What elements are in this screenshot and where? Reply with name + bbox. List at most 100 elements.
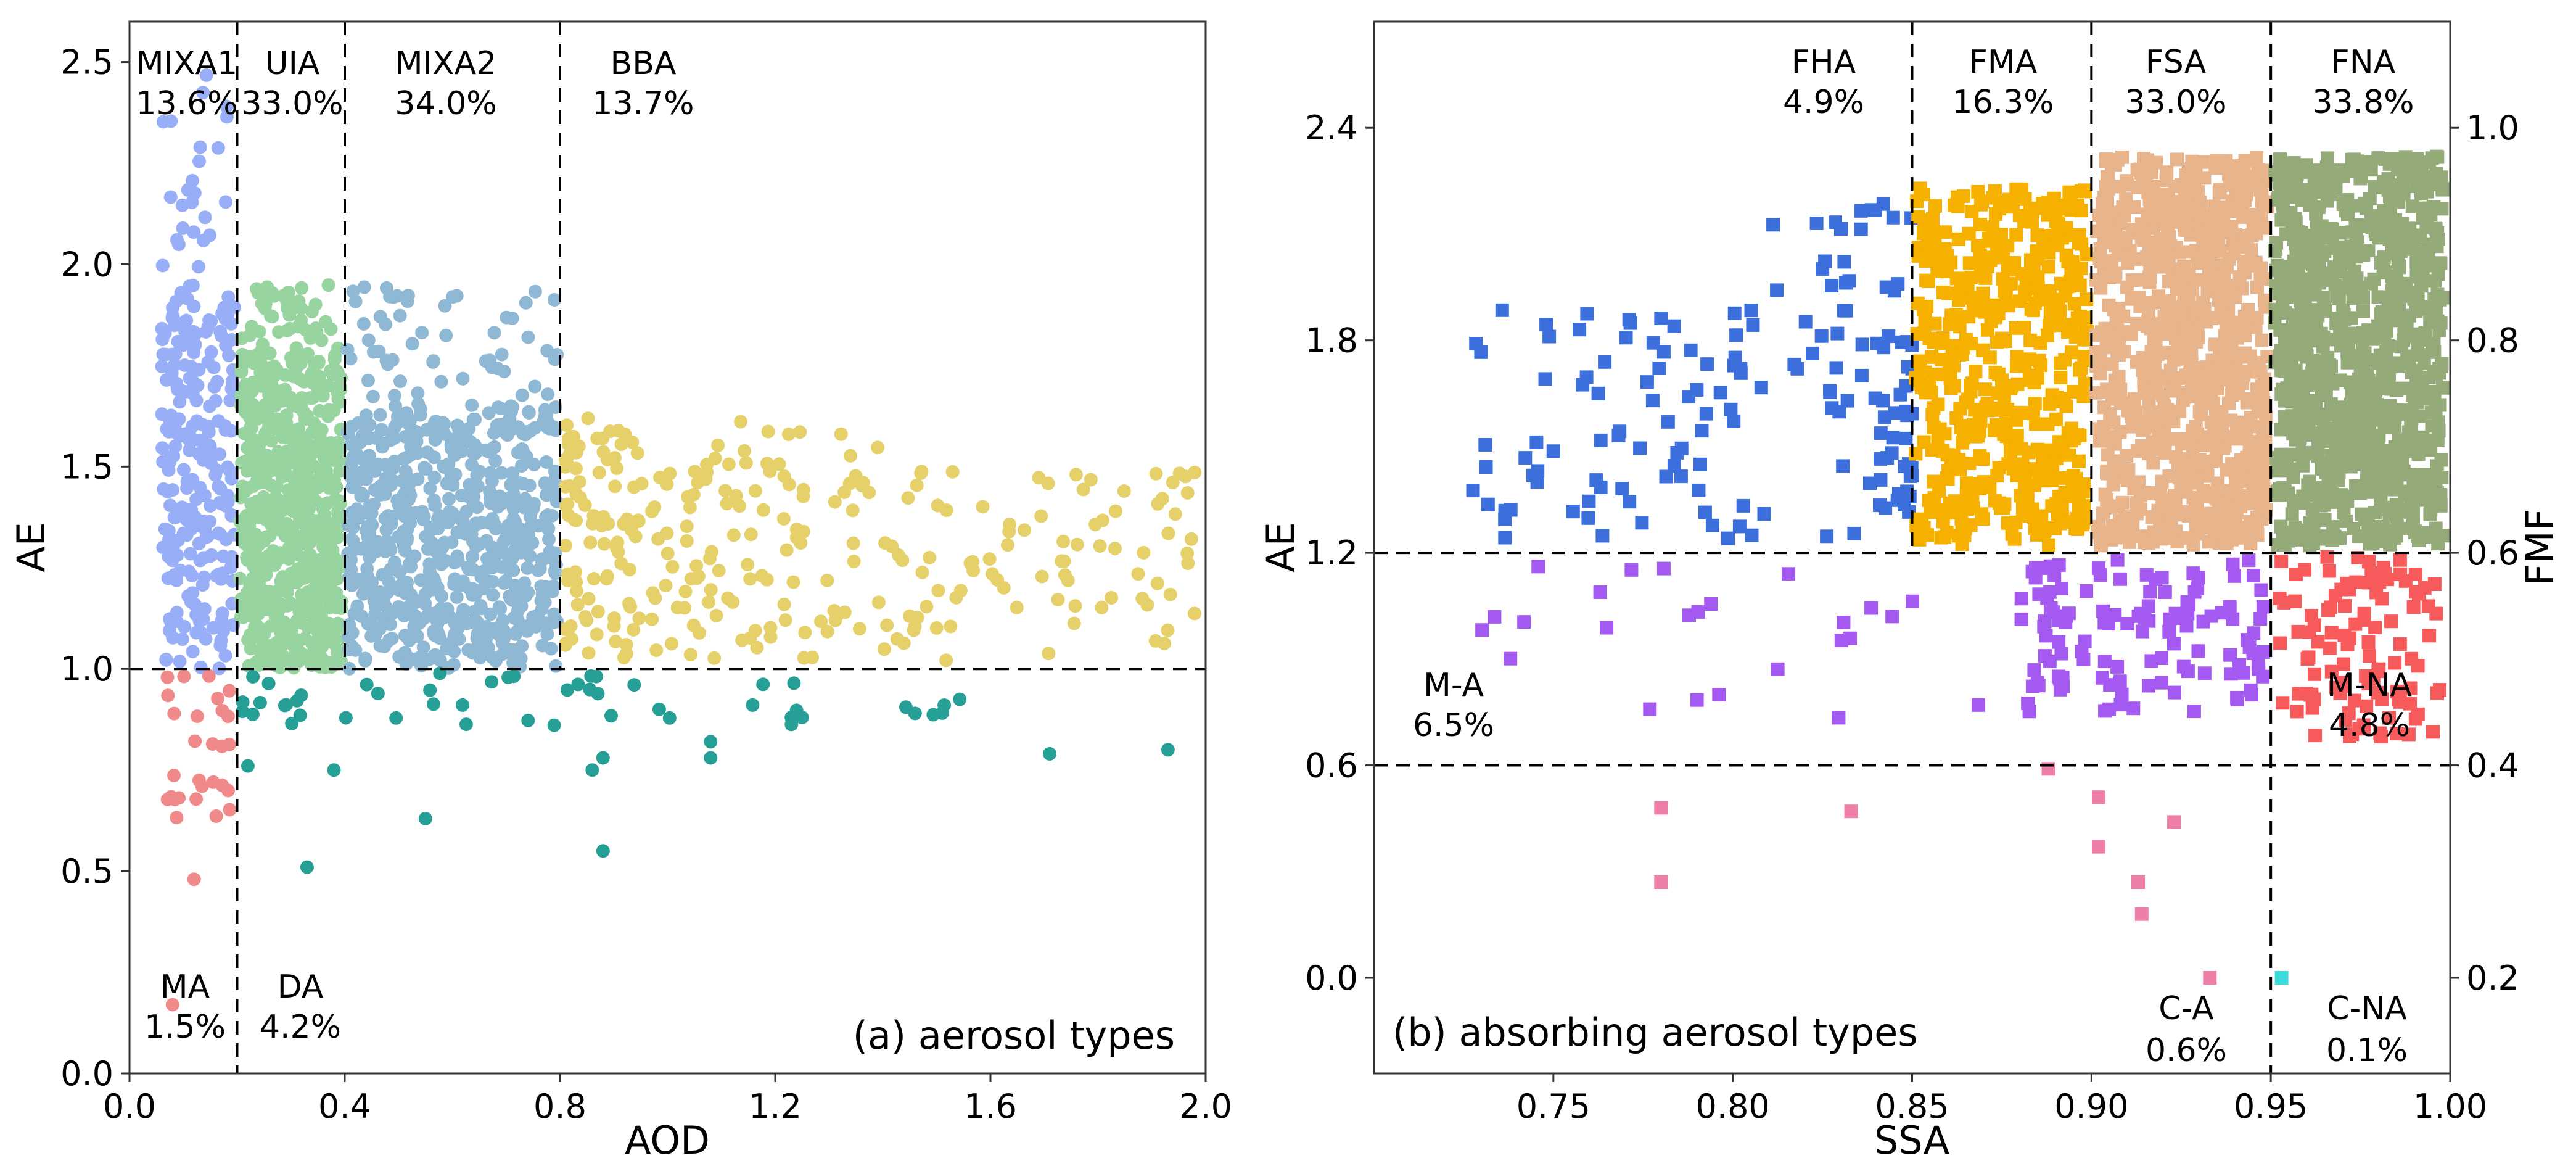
point-fma bbox=[2014, 442, 2028, 456]
point-mixa1 bbox=[168, 568, 182, 582]
region-name-m-a: M-A bbox=[1423, 667, 1484, 704]
point-mixa1 bbox=[204, 456, 218, 470]
point-fha bbox=[1900, 484, 1914, 498]
point-mixa1 bbox=[176, 526, 191, 540]
point-uia bbox=[235, 347, 249, 362]
point-fsa bbox=[2220, 537, 2234, 551]
point-fha bbox=[1698, 505, 1712, 519]
point-fna bbox=[2345, 416, 2359, 431]
point-da bbox=[704, 751, 718, 765]
point-bba bbox=[578, 610, 593, 624]
point-m-a bbox=[2191, 571, 2205, 584]
point-mixa2 bbox=[487, 440, 501, 454]
point-mixa2 bbox=[437, 459, 451, 473]
point-mixa2 bbox=[521, 330, 535, 344]
point-ma bbox=[192, 773, 206, 787]
point-fha bbox=[1598, 355, 1612, 369]
point-mixa2 bbox=[411, 472, 425, 486]
point-bba bbox=[1032, 471, 1046, 485]
panel-b-ticks: 0.75 0.80 0.85 0.90 0.95 1.000.00.61.21.82.40… bbox=[1305, 109, 2519, 1126]
point-mixa2 bbox=[546, 616, 560, 630]
point-m-a bbox=[2113, 572, 2127, 586]
x-tick-label: 0.80 bbox=[1696, 1087, 1770, 1126]
point-mixa2 bbox=[437, 417, 451, 431]
point-fha bbox=[1899, 431, 1913, 445]
point-bba bbox=[663, 466, 677, 481]
point-fsa bbox=[2220, 484, 2234, 498]
point-fsa bbox=[2162, 345, 2176, 360]
point-fna bbox=[2274, 519, 2288, 534]
point-fsa bbox=[2209, 434, 2223, 447]
point-m-na bbox=[2300, 652, 2315, 666]
point-da bbox=[246, 670, 260, 684]
point-mixa2 bbox=[409, 435, 424, 449]
point-fha bbox=[1746, 318, 1760, 332]
point-fna bbox=[2338, 281, 2352, 295]
point-da bbox=[360, 677, 374, 692]
point-c-a bbox=[2203, 971, 2217, 985]
panel-a-frame bbox=[128, 20, 1207, 1075]
point-fna bbox=[2323, 462, 2337, 476]
point-uia bbox=[307, 459, 320, 473]
point-fsa bbox=[2258, 221, 2272, 235]
point-mixa2 bbox=[383, 289, 397, 304]
point-fna bbox=[2369, 471, 2383, 485]
region-name-fsa: FSA bbox=[2146, 44, 2207, 81]
point-fna bbox=[2347, 152, 2361, 167]
point-fsa bbox=[2147, 525, 2161, 539]
point-m-a bbox=[2154, 676, 2168, 690]
point-bba bbox=[939, 653, 953, 668]
point-bba bbox=[1117, 484, 1131, 498]
point-mixa2 bbox=[514, 599, 529, 613]
point-da bbox=[547, 718, 561, 732]
point-fma bbox=[2026, 407, 2040, 421]
x-tick-label: 0.95 bbox=[2234, 1087, 2308, 1126]
point-bba bbox=[1150, 576, 1164, 590]
point-bba bbox=[648, 500, 662, 514]
point-uia bbox=[275, 503, 289, 518]
point-fna bbox=[2296, 489, 2310, 503]
point-mixa2 bbox=[360, 574, 374, 588]
point-bba bbox=[1034, 509, 1048, 523]
point-m-a bbox=[2191, 581, 2205, 595]
point-mixa2 bbox=[446, 478, 460, 492]
point-bba bbox=[1076, 482, 1090, 497]
point-m-a bbox=[1600, 621, 1614, 635]
point-fha bbox=[1874, 473, 1888, 487]
point-mixa1 bbox=[184, 360, 198, 373]
point-fsa bbox=[2154, 232, 2168, 246]
point-mixa2 bbox=[426, 582, 440, 597]
point-bba bbox=[880, 618, 894, 632]
point-da bbox=[591, 687, 605, 701]
point-mixa2 bbox=[363, 418, 377, 432]
point-m-a bbox=[2253, 612, 2268, 626]
point-mixa2 bbox=[385, 510, 400, 524]
point-mixa2 bbox=[374, 423, 389, 437]
point-bba bbox=[707, 651, 722, 665]
point-fsa bbox=[2142, 238, 2156, 252]
point-uia bbox=[313, 431, 327, 445]
point-mixa2 bbox=[528, 284, 542, 299]
point-fna bbox=[2327, 406, 2341, 420]
point-fna bbox=[2435, 181, 2450, 196]
point-fna bbox=[2278, 537, 2292, 552]
point-m-na bbox=[2403, 681, 2418, 695]
point-mixa1 bbox=[180, 481, 194, 495]
point-mixa2 bbox=[427, 540, 442, 554]
point-fna bbox=[2336, 304, 2350, 318]
point-uia bbox=[286, 571, 300, 585]
point-mixa2 bbox=[357, 280, 371, 294]
point-fsa bbox=[2200, 490, 2215, 504]
point-ma bbox=[165, 998, 179, 1012]
point-mixa2 bbox=[405, 337, 419, 351]
point-fsa bbox=[2224, 220, 2239, 234]
point-fsa bbox=[2237, 474, 2251, 489]
point-fna bbox=[2345, 330, 2360, 344]
point-uia bbox=[256, 563, 270, 577]
point-bba bbox=[820, 624, 834, 639]
point-mixa1 bbox=[156, 347, 170, 362]
point-fna bbox=[2352, 529, 2366, 544]
point-uia bbox=[294, 616, 308, 630]
point-mixa2 bbox=[545, 509, 559, 523]
